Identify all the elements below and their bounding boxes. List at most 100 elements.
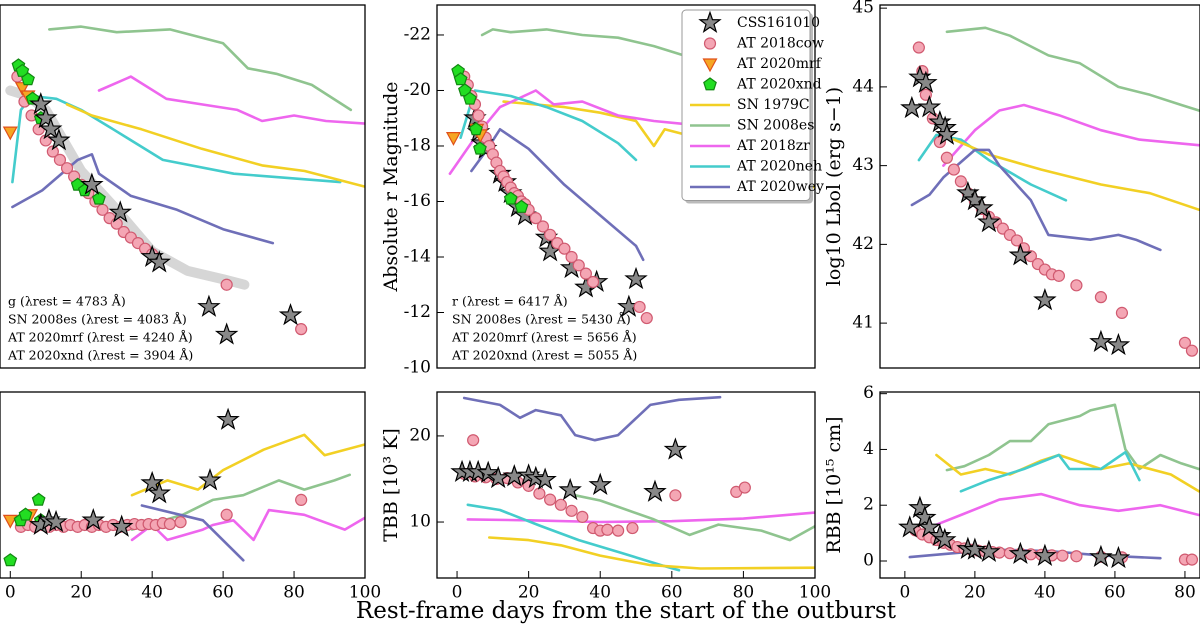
data-point (565, 250, 578, 264)
data-point (1070, 550, 1083, 563)
x-tick-label: 80 (283, 583, 305, 603)
data-point (533, 487, 546, 500)
legend-box (681, 9, 811, 201)
data-point (44, 509, 68, 533)
data-point (1033, 543, 1057, 566)
data-point (453, 72, 468, 86)
data-point (147, 481, 171, 504)
annotation: AT 2020xnd (λrest = 3904 Å) (7, 348, 193, 363)
legend-label: AT 2018zr (736, 138, 810, 154)
y-tick-label: 4 (863, 439, 874, 459)
data-point (1106, 332, 1131, 356)
data-point (908, 495, 932, 518)
data-point (1106, 545, 1131, 569)
x-tick-label: 100 (349, 583, 381, 603)
x-tick-label: 40 (589, 583, 611, 603)
data-point (565, 504, 578, 517)
data-point (174, 516, 187, 529)
legend-label: AT 2018cow (736, 36, 824, 52)
plot-area (450, 395, 815, 572)
data-point (612, 524, 625, 537)
series-line (910, 148, 1162, 252)
data-point (544, 493, 557, 506)
data-point (29, 92, 53, 115)
data-point (140, 470, 164, 494)
axes-frame (879, 4, 1200, 369)
legend: CSS161010 AT 2018cow AT 2020mrf AT 2020xnd S… (681, 9, 824, 204)
data-point (643, 479, 667, 502)
data-point (2, 126, 18, 141)
x-tick-label: 40 (141, 583, 163, 603)
legend-label: AT 2020xnd (736, 77, 822, 93)
y-tick-label: 42 (852, 234, 874, 254)
series-line (65, 103, 365, 189)
series-line (480, 28, 727, 70)
annotation: AT 2020xnd (λrest = 5055 Å) (451, 348, 637, 363)
data-point (81, 508, 106, 531)
data-point (626, 521, 639, 535)
data-point (1094, 291, 1108, 304)
data-point (1178, 336, 1192, 349)
data-point (640, 311, 653, 325)
data-point (536, 220, 550, 233)
data-point (220, 278, 233, 291)
data-point (913, 505, 937, 528)
y-tick-label: 6 (863, 383, 874, 403)
axes-frame (0, 4, 366, 369)
legend-key (702, 58, 718, 73)
x-tick-label: 100 (799, 583, 831, 603)
data-point (1089, 544, 1113, 568)
series-line (130, 508, 365, 542)
data-point (47, 128, 71, 151)
data-point (108, 200, 132, 223)
y-tick-label: -10 (404, 358, 431, 378)
panel: g (λrest = 4783 Å) SN 2008es (λrest = 408… (0, 4, 366, 369)
data-point (917, 515, 942, 538)
data-point (476, 460, 500, 483)
data-point (80, 172, 104, 195)
data-point (469, 122, 483, 136)
data-point (46, 145, 59, 158)
panel: 41 42 43 44 45 log10 Lbol (erg s−1) (823, 0, 1200, 369)
axes-frame (436, 391, 816, 579)
annotation: SN 2008es (λrest = 5430 Å) (452, 312, 631, 327)
series-line (942, 103, 1200, 167)
y-tick-label: 0 (863, 550, 874, 570)
plot-area (2, 407, 365, 567)
data-point (1052, 269, 1066, 282)
data-point (940, 151, 953, 164)
data-point (53, 153, 67, 166)
data-point (898, 515, 922, 538)
series-line (140, 504, 245, 562)
data-point (738, 481, 751, 494)
data-point (970, 195, 994, 219)
plot-area (2, 25, 365, 345)
y-tick-label: -12 (404, 302, 431, 322)
data-point (914, 70, 938, 93)
data-point (544, 228, 557, 241)
y-axis-label: Absolute r Magnitude (380, 82, 402, 293)
y-tick-label: 2 (863, 495, 874, 515)
plot-area (445, 28, 815, 325)
x-tick-label: 0 (5, 583, 16, 603)
data-point (295, 493, 308, 506)
data-point (21, 72, 35, 86)
series-line (466, 511, 815, 524)
data-point (935, 122, 959, 145)
y-tick-label: 20 (409, 425, 431, 445)
data-point (214, 322, 239, 345)
data-point (633, 300, 646, 314)
series-line (130, 473, 351, 531)
legend-label: AT 2020neh (736, 159, 822, 175)
data-point (601, 523, 614, 536)
data-point (579, 267, 593, 280)
data-point (163, 517, 177, 531)
data-point (503, 191, 518, 205)
data-point (1008, 243, 1033, 266)
y-tick-label: 43 (852, 155, 874, 175)
data-point (663, 437, 688, 460)
y-tick-label: 44 (852, 76, 874, 96)
annotation: AT 2020mrf (λrest = 5656 Å) (451, 330, 637, 345)
